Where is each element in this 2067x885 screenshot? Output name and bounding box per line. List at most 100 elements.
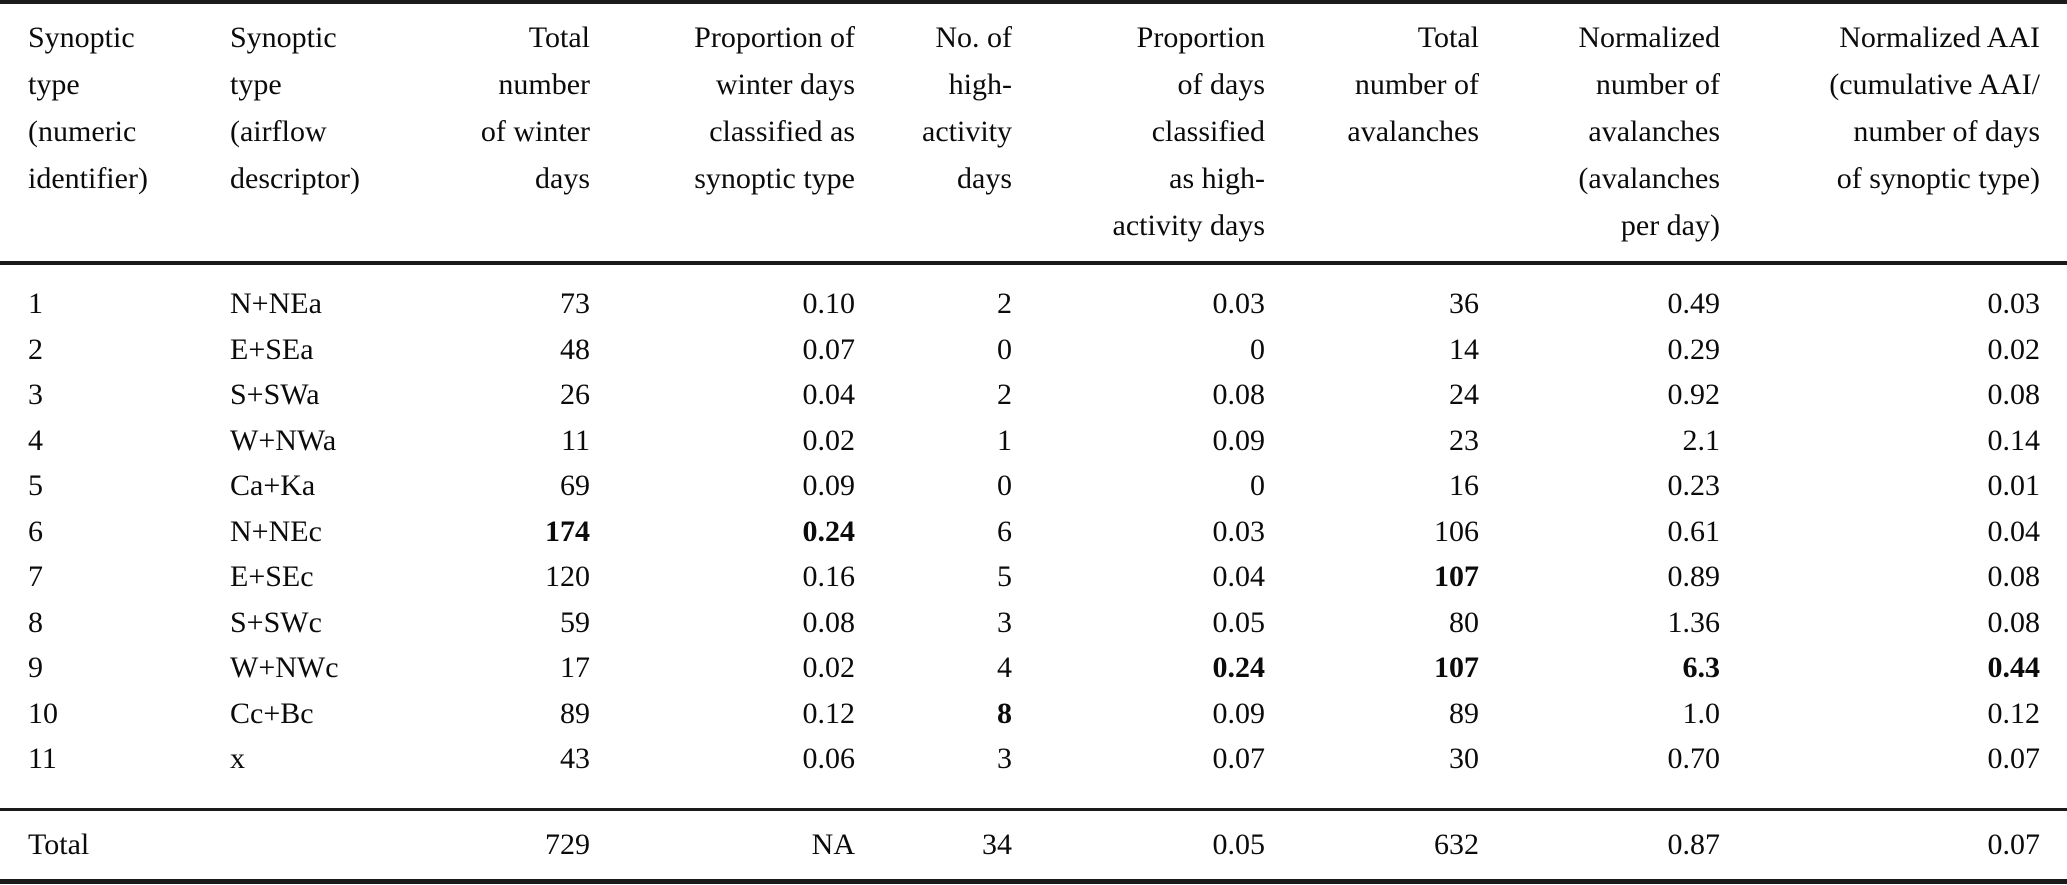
table-cell: 0.09 [1212,423,1266,457]
table-cell: 0.02 [1987,332,2041,366]
table-cell: 0 [997,332,1012,366]
header-cell-high-activity-days: No. of high- activity days [865,2,1022,265]
header-row: Synoptic type (numeric identifier) Synop… [0,2,2067,265]
table-cell: 5 [997,560,1012,593]
table-cell: 6 [28,514,43,548]
total-label: Total [0,807,200,881]
table-cell: 2 [28,332,43,366]
table-cell: 0.08 [1212,378,1266,411]
table-cell: 7 [28,560,43,593]
table-cell: 6.3 [1682,651,1721,684]
table-cell: 23 [1449,423,1479,457]
table-cell: 0.08 [802,605,856,639]
table-cell: 0.49 [1667,287,1721,320]
table-cell: 9 [28,651,43,684]
table-row: 10 Cc+Bc 89 0.12 8 0.09 89 1.0 0.12 [0,691,2067,737]
table-row: 5 Ca+Ka 69 0.09 0 0 16 0.23 0.01 [0,463,2067,509]
table-cell: 106 [1434,514,1479,548]
table-cell: 0.08 [1987,605,2041,639]
table-body: 1 N+NEa 73 0.10 2 0.03 36 0.49 0.03 2 E+SEa 48 0.07 0… [0,263,2067,809]
table-cell: 6 [997,514,1012,548]
table-cell: 3 [28,378,43,411]
table-cell: 0.10 [802,287,856,320]
table-cell: 0.14 [1987,423,2041,457]
table-cell: 73 [560,287,590,320]
table-cell: 8 [997,696,1012,730]
total-cell-normalized-aai: 0.07 [1730,807,2067,881]
table-cell: W+NWa [230,423,337,457]
table-cell: 120 [545,560,590,593]
table-cell: 89 [1449,696,1479,730]
table-cell: W+NWc [230,651,339,684]
table-cell: 107 [1434,651,1479,684]
table-cell: 59 [560,605,590,639]
table-cell: 3 [997,605,1012,639]
table-cell: 11 [28,742,57,775]
table-cell: 17 [560,651,590,684]
table-cell: 0.06 [802,742,856,775]
header-cell-synoptic-type-numeric: Synoptic type (numeric identifier) [0,2,200,265]
table-cell: 0 [1250,332,1265,366]
table-cell: 0.04 [1212,560,1266,593]
table-cell: 8 [28,605,43,639]
table-cell: 11 [561,423,590,457]
table-cell: 0.92 [1667,378,1721,411]
table-cell: 48 [560,332,590,366]
table-row: 11 x 43 0.06 3 0.07 30 0.70 0.07 [0,736,2067,809]
table-cell: 1 [997,423,1012,457]
table-cell: 80 [1449,605,1479,639]
table-cell: E+SEc [230,560,314,593]
table-cell: 2.1 [1682,423,1721,457]
table-cell: 0.03 [1212,287,1266,320]
table-cell: 0.04 [802,378,856,411]
table-cell: 16 [1449,469,1479,502]
table-cell: N+NEa [230,287,322,320]
table-cell: 0.05 [1212,605,1266,639]
table-row: 1 N+NEa 73 0.10 2 0.03 36 0.49 0.03 [0,263,2067,327]
table-cell: 0.07 [802,332,856,366]
header-cell-total-avalanches: Total number of avalanches [1275,2,1489,265]
table-footer: Total 729 NA 34 0.05 632 0.87 0.07 [0,807,2067,881]
table-cell: 0.07 [1987,742,2041,775]
table-cell: 4 [997,651,1012,684]
table-cell: 69 [560,469,590,502]
header-cell-normalized-aai: Normalized AAI (cumulative AAI/ number o… [1730,2,2067,265]
table-cell: 0.02 [802,423,856,457]
table-cell: Cc+Bc [230,696,314,730]
total-row: Total 729 NA 34 0.05 632 0.87 0.07 [0,807,2067,881]
header-cell-proportion-high-activity: Proportion of days classified as high- a… [1022,2,1275,265]
table-cell: 0.44 [1987,651,2041,684]
table-cell: S+SWa [230,378,320,411]
table-cell: 0.23 [1667,469,1721,502]
table-cell: S+SWc [230,605,322,639]
table-cell: 14 [1449,332,1479,366]
table-cell: 0 [1250,469,1265,502]
table-cell: 30 [1449,742,1479,775]
header-cell-synoptic-type-airflow: Synoptic type (airflow descriptor) [200,2,435,265]
table-cell: N+NEc [230,514,322,548]
table-row: 9 W+NWc 17 0.02 4 0.24 107 6.3 0.44 [0,645,2067,691]
table-cell: 0 [997,469,1012,502]
table-cell: 26 [560,378,590,411]
table-cell: 0.29 [1667,332,1721,366]
total-cell-winter-days: 729 [435,807,600,881]
table-cell: 4 [28,423,43,457]
table-cell: 0.03 [1987,287,2041,320]
table-cell: 107 [1434,560,1479,593]
table-cell: 43 [560,742,590,775]
table-cell: 0.08 [1987,560,2041,593]
table-cell: E+SEa [230,332,314,366]
table-cell: 0.61 [1667,514,1721,548]
total-cell-high-activity-days: 34 [865,807,1022,881]
table-cell: x [230,742,245,775]
total-cell-proportion-high: 0.05 [1022,807,1275,881]
table-row: 3 S+SWa 26 0.04 2 0.08 24 0.92 0.08 [0,372,2067,418]
table-cell: 36 [1449,287,1479,320]
table-row: 4 W+NWa 11 0.02 1 0.09 23 2.1 0.14 [0,418,2067,464]
table-row: 8 S+SWc 59 0.08 3 0.05 80 1.36 0.08 [0,600,2067,646]
header-cell-total-winter-days: Total number of winter days [435,2,600,265]
table-cell: 5 [28,469,43,502]
header-cell-proportion-winter-days: Proportion of winter days classified as … [600,2,865,265]
table-cell: 0.02 [802,651,856,684]
